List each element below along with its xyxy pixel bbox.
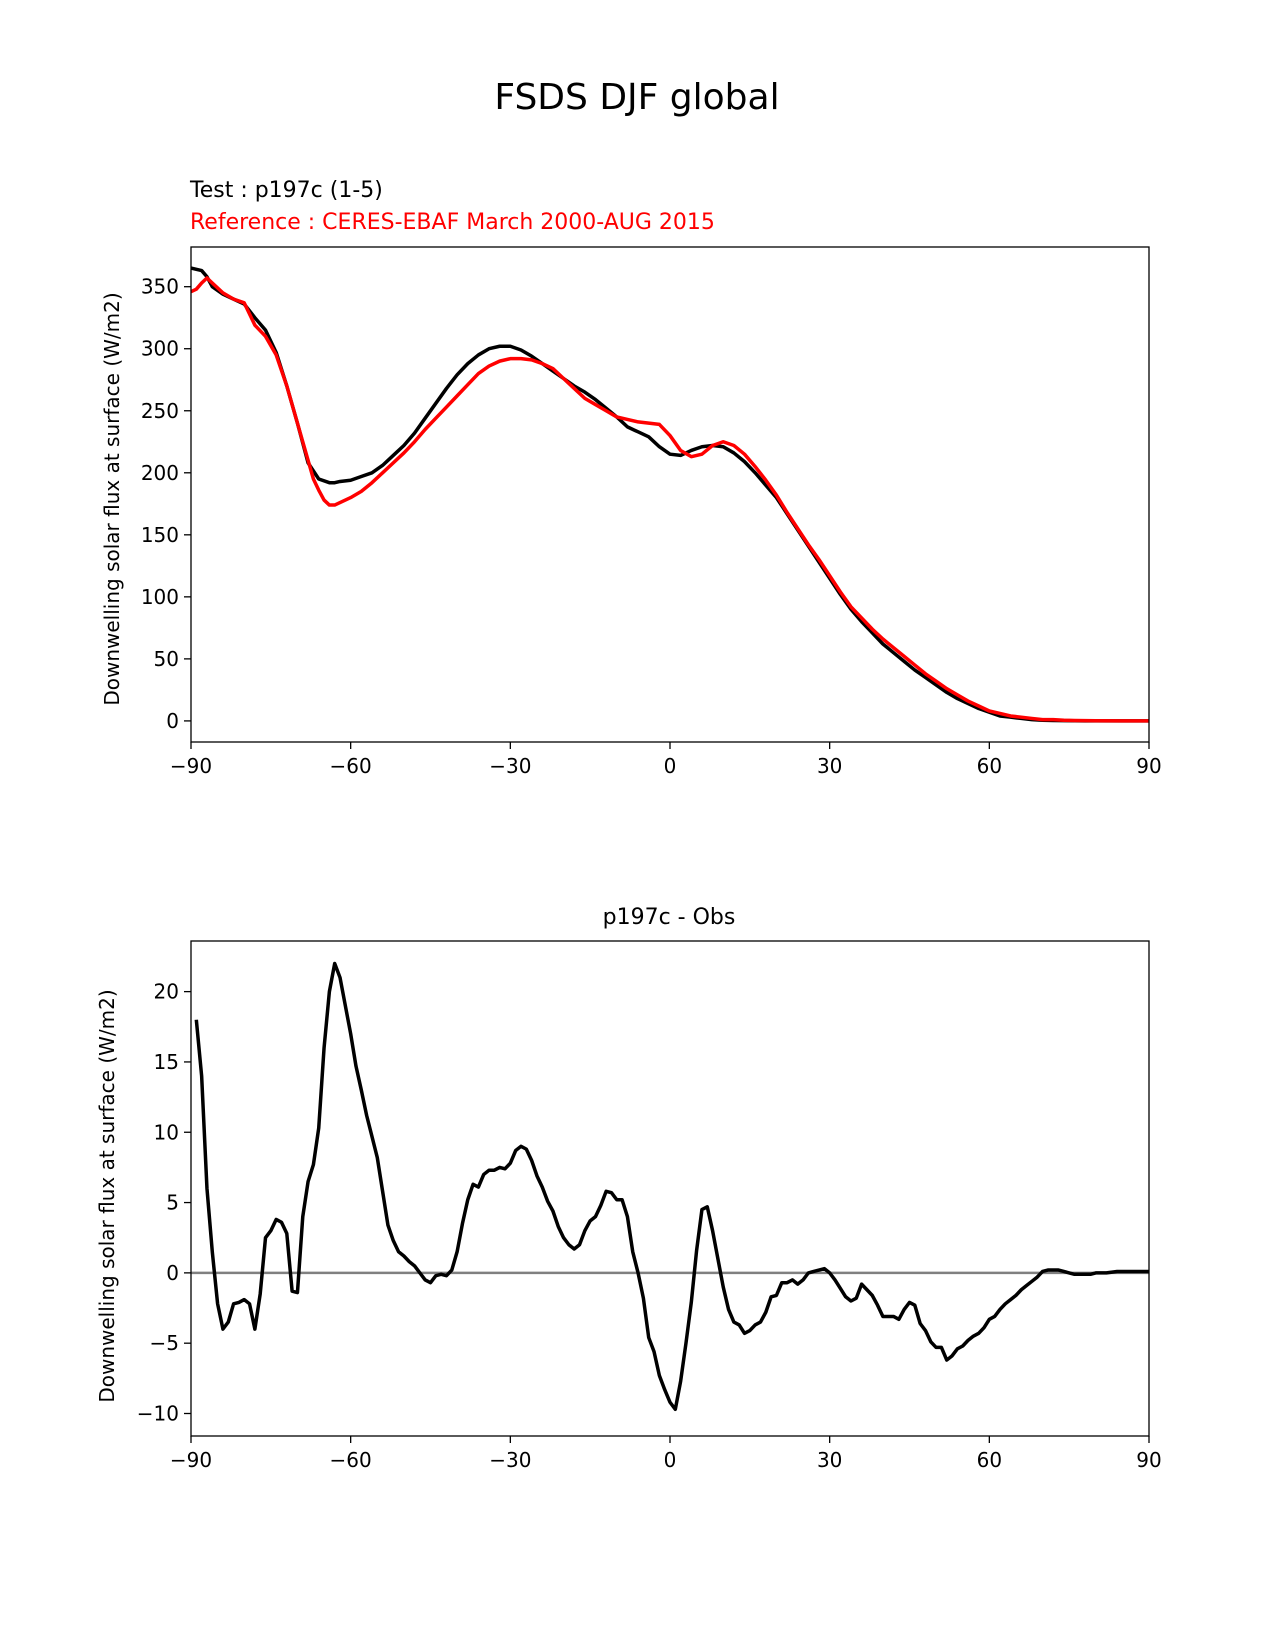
top-x-tick-label: 60: [977, 754, 1002, 778]
top-x-tick-label: 30: [817, 754, 842, 778]
reference-label: Reference : CERES-EBAF March 2000-AUG 20…: [190, 210, 715, 235]
bottom-x-tick-label: 90: [1136, 1448, 1161, 1472]
bottom-axes-frame: [190, 940, 1150, 1437]
bottom-y-tick-label: 20: [154, 980, 179, 1004]
top-x-tick-label: −90: [170, 754, 212, 778]
bottom-panel: p197c - Obs Downwelling solar flux at su…: [95, 905, 1162, 1472]
bottom-x-tick-label: −90: [170, 1448, 212, 1472]
bottom-x-tick-label: −30: [489, 1448, 531, 1472]
bottom-series-difference-line: [194, 961, 1149, 1412]
top-series-reference-line: [190, 276, 1149, 723]
bottom-x-tick-label: 0: [664, 1448, 677, 1472]
top-plot-area: −90 −60 −30 0 30 60 90 0 50 100 150 200 250 300 350: [141, 246, 1162, 778]
top-y-tick-label: 250: [141, 399, 179, 423]
bottom-y-tick-label: 15: [154, 1050, 179, 1074]
top-x-tick-label: 90: [1136, 754, 1161, 778]
bottom-y-axis-label: Downwelling solar flux at surface (W/m2): [95, 989, 119, 1402]
top-y-tick-label: 50: [154, 647, 179, 671]
top-y-tick-label: 150: [141, 523, 179, 547]
figure-title: FSDS DJF global: [494, 77, 779, 118]
top-panel: Test : p197c (1-5) Reference : CERES-EBA…: [100, 178, 1162, 778]
top-y-tick-label: 0: [166, 709, 179, 733]
top-y-tick-label: 200: [141, 461, 179, 485]
bottom-y-tick-label: −5: [150, 1331, 179, 1355]
top-y-tick-label: 350: [141, 275, 179, 299]
bottom-plot-area: −90 −60 −30 0 30 60 90 −10 −5 0 5 10 15 20: [137, 940, 1162, 1472]
top-axes-frame: [190, 246, 1150, 743]
test-label: Test : p197c (1-5): [189, 178, 383, 203]
bottom-y-tick-label: −10: [137, 1402, 179, 1426]
bottom-y-tick-label: 0: [166, 1261, 179, 1285]
top-series-test-line: [190, 266, 1149, 723]
top-x-tick-label: −30: [489, 754, 531, 778]
bottom-x-tick-label: 60: [977, 1448, 1002, 1472]
top-x-tick-label: −60: [330, 754, 372, 778]
top-y-tick-label: 100: [141, 585, 179, 609]
bottom-panel-title: p197c - Obs: [603, 905, 736, 930]
top-y-axis-label: Downwelling solar flux at surface (W/m2): [100, 292, 124, 705]
bottom-y-tick-label: 5: [166, 1191, 179, 1215]
top-x-tick-label: 0: [664, 754, 677, 778]
bottom-x-tick-label: 30: [817, 1448, 842, 1472]
bottom-y-tick-label: 10: [154, 1120, 179, 1144]
top-y-tick-label: 300: [141, 337, 179, 361]
bottom-x-tick-label: −60: [330, 1448, 372, 1472]
